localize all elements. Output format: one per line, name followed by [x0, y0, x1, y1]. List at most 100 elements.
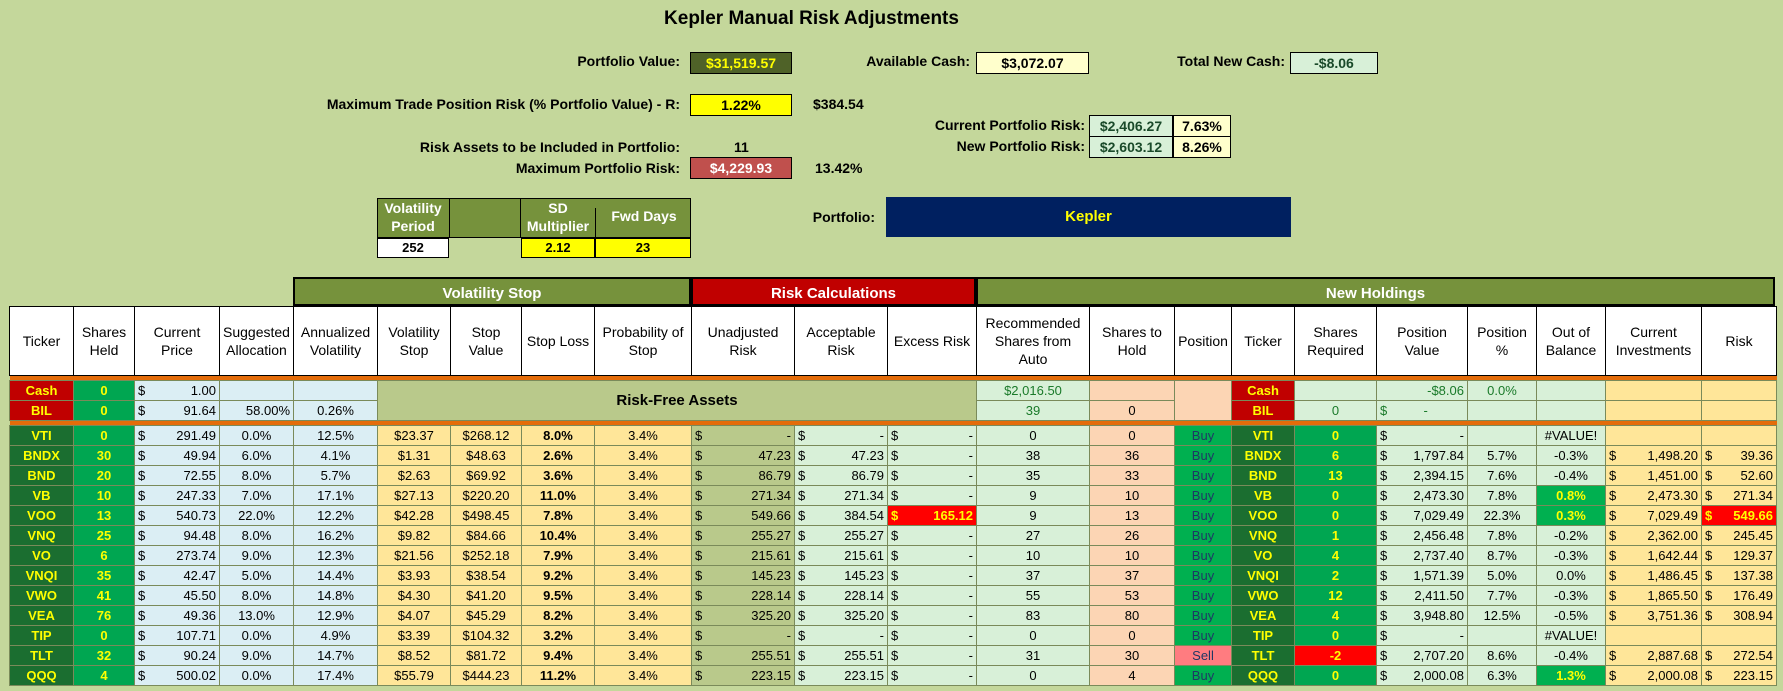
recommended-shares-cell[interactable]: 9: [976, 485, 1090, 506]
current-investments-cell[interactable]: $2,000.08: [1605, 665, 1702, 686]
max-trade-risk-pct-cell[interactable]: 1.22%: [690, 94, 792, 116]
column-header[interactable]: Excess Risk: [887, 306, 977, 376]
acceptable-risk-cell[interactable]: $215.61: [794, 545, 888, 566]
unadjusted-risk-cell[interactable]: $86.79: [691, 465, 795, 486]
position-pct-cell[interactable]: 12.5%: [1467, 605, 1537, 626]
out-of-balance-cell[interactable]: -0.3%: [1536, 445, 1606, 466]
unadjusted-risk-cell[interactable]: $145.23: [691, 565, 795, 586]
shares-held-cell[interactable]: 32: [73, 645, 135, 666]
probability-of-stop-cell[interactable]: 3.4%: [594, 465, 692, 486]
recommended-shares-cell[interactable]: 37: [976, 565, 1090, 586]
position-action-cell[interactable]: Buy: [1174, 525, 1232, 546]
stop-value-cell[interactable]: $104.32: [450, 625, 522, 646]
shares-held-cell[interactable]: 13: [73, 505, 135, 526]
excess-risk-cell[interactable]: $ -: [887, 585, 977, 606]
recommended-shares-cell[interactable]: 83: [976, 605, 1090, 626]
annualized-volatility-cell[interactable]: 0.26%: [293, 400, 378, 421]
out-of-balance-cell[interactable]: [1536, 400, 1606, 421]
current-price-cell[interactable]: $45.50: [134, 585, 220, 606]
suggested-allocation-cell[interactable]: 0.0%: [219, 625, 294, 646]
position-value-cell[interactable]: $ -: [1376, 425, 1468, 446]
acceptable-risk-cell[interactable]: $228.14: [794, 585, 888, 606]
shares-to-hold-cell[interactable]: 13: [1089, 505, 1175, 526]
position-action-cell[interactable]: Buy: [1174, 485, 1232, 506]
excess-risk-cell[interactable]: $ -: [887, 565, 977, 586]
current-investments-cell[interactable]: $2,362.00: [1605, 525, 1702, 546]
position-pct-cell[interactable]: 7.8%: [1467, 525, 1537, 546]
ticker2-cell[interactable]: VOO: [1231, 505, 1295, 526]
column-header[interactable]: Position Value: [1376, 306, 1468, 376]
unadjusted-risk-cell[interactable]: $ -: [691, 425, 795, 446]
volatility-stop-cell[interactable]: $42.28: [377, 505, 451, 526]
shares-to-hold-cell[interactable]: 10: [1089, 545, 1175, 566]
annualized-volatility-cell[interactable]: 17.1%: [293, 485, 378, 506]
excess-risk-cell[interactable]: $ -: [887, 485, 977, 506]
current-investments-cell[interactable]: $2,887.68: [1605, 645, 1702, 666]
out-of-balance-cell[interactable]: #VALUE!: [1536, 625, 1606, 646]
ticker2-cell[interactable]: BNDX: [1231, 445, 1295, 466]
recommended-shares-cell[interactable]: 0: [976, 425, 1090, 446]
risk-cell[interactable]: $137.38: [1701, 565, 1777, 586]
annualized-volatility-cell[interactable]: 16.2%: [293, 525, 378, 546]
shares-held-cell[interactable]: 76: [73, 605, 135, 626]
total-new-cash-cell[interactable]: -$8.06: [1290, 52, 1378, 74]
suggested-allocation-cell[interactable]: 0.0%: [219, 425, 294, 446]
position-action-cell[interactable]: Sell: [1174, 645, 1232, 666]
recommended-shares-cell[interactable]: 9: [976, 505, 1090, 526]
position-pct-cell[interactable]: 22.3%: [1467, 505, 1537, 526]
ticker-cell[interactable]: VEA: [9, 605, 74, 626]
volatility-stop-cell[interactable]: $1.31: [377, 445, 451, 466]
position-value-cell[interactable]: $2,737.40: [1376, 545, 1468, 566]
current-investments-cell[interactable]: [1605, 380, 1702, 401]
unadjusted-risk-cell[interactable]: $255.27: [691, 525, 795, 546]
column-header[interactable]: Unadjusted Risk: [691, 306, 795, 376]
acceptable-risk-cell[interactable]: $325.20: [794, 605, 888, 626]
current-price-cell[interactable]: $91.64: [134, 400, 220, 421]
stop-value-cell[interactable]: $84.66: [450, 525, 522, 546]
available-cash-cell[interactable]: $3,072.07: [976, 52, 1089, 74]
position-action-cell[interactable]: Buy: [1174, 445, 1232, 466]
stop-loss-cell[interactable]: 9.5%: [521, 585, 595, 606]
current-price-cell[interactable]: $107.71: [134, 625, 220, 646]
acceptable-risk-cell[interactable]: $ -: [794, 625, 888, 646]
column-header[interactable]: Risk: [1701, 306, 1777, 376]
shares-held-cell[interactable]: 30: [73, 445, 135, 466]
current-investments-cell[interactable]: $7,029.49: [1605, 505, 1702, 526]
volatility-stop-cell[interactable]: $55.79: [377, 665, 451, 686]
current-price-cell[interactable]: $49.94: [134, 445, 220, 466]
stop-value-cell[interactable]: $268.12: [450, 425, 522, 446]
stop-loss-cell[interactable]: 3.6%: [521, 465, 595, 486]
unadjusted-risk-cell[interactable]: $228.14: [691, 585, 795, 606]
shares-required-cell[interactable]: 0: [1294, 400, 1377, 421]
position-action-cell[interactable]: Buy: [1174, 565, 1232, 586]
recommended-shares-cell[interactable]: 35: [976, 465, 1090, 486]
ticker-cell[interactable]: TLT: [9, 645, 74, 666]
volatility-stop-cell[interactable]: $3.93: [377, 565, 451, 586]
suggested-allocation-cell[interactable]: 8.0%: [219, 525, 294, 546]
position-value-cell[interactable]: $2,456.48: [1376, 525, 1468, 546]
ticker2-cell[interactable]: VB: [1231, 485, 1295, 506]
acceptable-risk-cell[interactable]: $47.23: [794, 445, 888, 466]
unadjusted-risk-cell[interactable]: $549.66: [691, 505, 795, 526]
column-header[interactable]: Suggested Allocation: [219, 306, 294, 376]
probability-of-stop-cell[interactable]: 3.4%: [594, 505, 692, 526]
shares-to-hold-cell[interactable]: 80: [1089, 605, 1175, 626]
suggested-allocation-cell[interactable]: 8.0%: [219, 465, 294, 486]
column-header[interactable]: Out of Balance: [1536, 306, 1606, 376]
current-investments-cell[interactable]: $1,642.44: [1605, 545, 1702, 566]
recommended-shares-cell[interactable]: $2,016.50: [976, 380, 1090, 401]
probability-of-stop-cell[interactable]: 3.4%: [594, 585, 692, 606]
stop-loss-cell[interactable]: 11.0%: [521, 485, 595, 506]
ticker2-cell[interactable]: VTI: [1231, 425, 1295, 446]
position-action-cell[interactable]: Buy: [1174, 665, 1232, 686]
column-header[interactable]: Current Price: [134, 306, 220, 376]
out-of-balance-cell[interactable]: 1.3%: [1536, 665, 1606, 686]
position-action-cell[interactable]: Buy: [1174, 505, 1232, 526]
stop-loss-cell[interactable]: 9.2%: [521, 565, 595, 586]
stop-loss-cell[interactable]: 9.4%: [521, 645, 595, 666]
out-of-balance-cell[interactable]: -0.2%: [1536, 525, 1606, 546]
annualized-volatility-cell[interactable]: 14.7%: [293, 645, 378, 666]
position-pct-cell[interactable]: 8.6%: [1467, 645, 1537, 666]
probability-of-stop-cell[interactable]: 3.4%: [594, 545, 692, 566]
stop-value-cell[interactable]: $69.92: [450, 465, 522, 486]
